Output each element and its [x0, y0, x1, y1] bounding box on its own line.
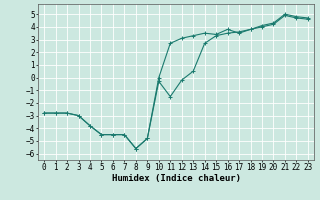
- X-axis label: Humidex (Indice chaleur): Humidex (Indice chaleur): [111, 174, 241, 183]
